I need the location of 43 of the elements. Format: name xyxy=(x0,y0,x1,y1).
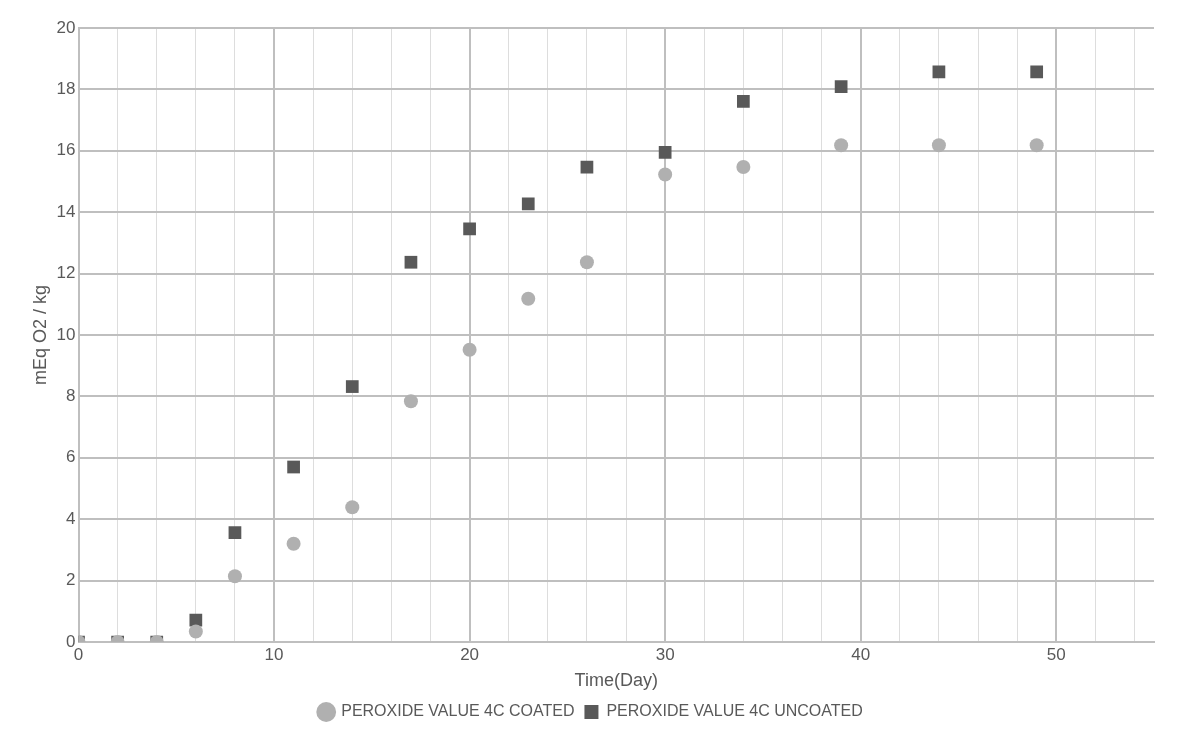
y-tick-label: 16 xyxy=(56,140,76,160)
point xyxy=(1030,65,1044,79)
point xyxy=(736,160,751,175)
x-tick-label: 20 xyxy=(460,644,480,664)
point xyxy=(658,167,673,182)
y-tick-label: 18 xyxy=(56,79,76,99)
point xyxy=(834,138,849,153)
point xyxy=(345,380,359,393)
point xyxy=(579,255,594,270)
y-tick-label: 4 xyxy=(66,508,76,528)
y-tick-label: 2 xyxy=(66,570,76,590)
point xyxy=(736,95,750,108)
point xyxy=(462,342,477,357)
y-tick-label: 6 xyxy=(66,447,76,467)
point xyxy=(463,222,476,236)
point xyxy=(188,624,203,639)
point xyxy=(345,500,360,515)
point xyxy=(286,536,301,551)
y-tick-label: 20 xyxy=(56,17,76,37)
y-tick-label: 14 xyxy=(56,201,76,221)
point xyxy=(404,255,418,269)
x-tick-label: 50 xyxy=(1046,644,1066,664)
point xyxy=(521,197,535,211)
y-axis-title: mEq O2 / kg xyxy=(29,284,50,386)
point xyxy=(931,138,946,153)
point xyxy=(834,80,848,93)
y-tick-label: 8 xyxy=(66,386,76,406)
y-tick-label: 0 xyxy=(66,631,76,651)
point xyxy=(227,569,242,584)
x-tick-label: 40 xyxy=(851,644,871,664)
point xyxy=(228,526,242,540)
point xyxy=(1029,138,1044,153)
point xyxy=(521,291,536,306)
legend-label: PEROXIDE VALUE 4C UNCOATED xyxy=(606,702,863,720)
y-tick-label: 12 xyxy=(56,263,76,283)
point xyxy=(287,460,300,474)
x-tick-label: 10 xyxy=(264,644,284,664)
x-axis-title: Time(Day) xyxy=(574,670,658,691)
x-tick-label: 30 xyxy=(655,644,675,664)
legend-label: PEROXIDE VALUE 4C COATED xyxy=(341,702,575,720)
point xyxy=(658,145,672,159)
point xyxy=(403,394,418,409)
y-tick-label: 10 xyxy=(56,324,76,344)
